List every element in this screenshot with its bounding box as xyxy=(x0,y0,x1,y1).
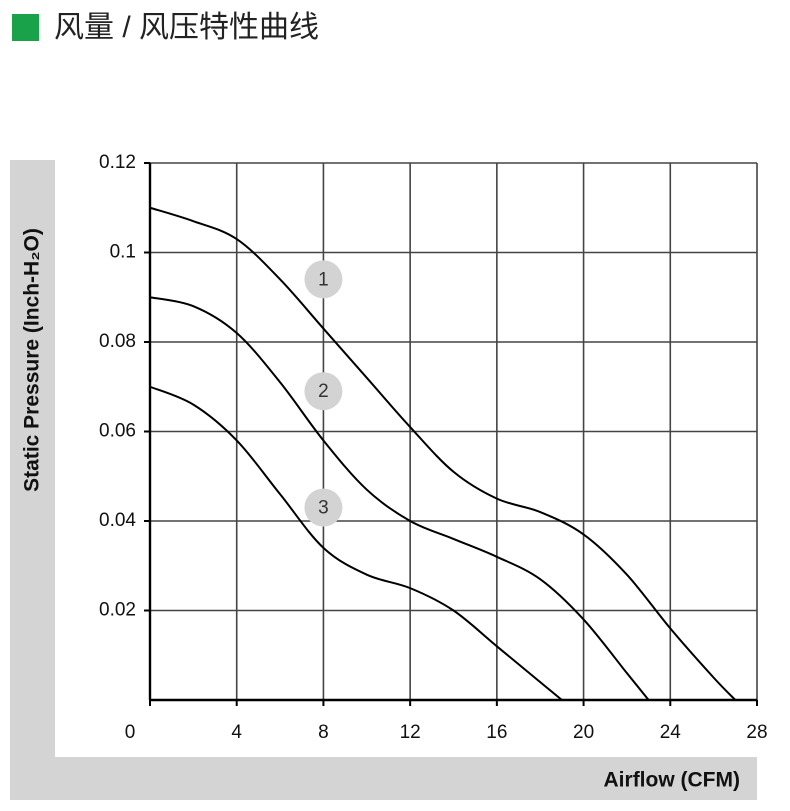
y-tick-label: 0.06 xyxy=(99,421,136,442)
y-tick-label: 0.12 xyxy=(99,152,136,173)
x-tick-label: 0 xyxy=(125,722,136,743)
y-tick-label: 0.1 xyxy=(110,242,136,263)
annotation-label: 3 xyxy=(318,498,329,519)
x-tick-label: 28 xyxy=(746,722,767,743)
x-tick-label: 12 xyxy=(400,722,421,743)
y-tick-label: 0.02 xyxy=(99,600,136,621)
curve xyxy=(149,385,563,701)
annotation-badge xyxy=(304,488,343,527)
annotation-badge xyxy=(304,372,343,411)
x-tick-label: 24 xyxy=(660,722,682,743)
curve xyxy=(149,296,650,701)
chart-title: 风量 / 风压特性曲线 xyxy=(54,11,319,44)
x-tick-label: 20 xyxy=(573,722,594,743)
annotation-badge xyxy=(304,260,343,299)
y-tick-label: 0.08 xyxy=(99,331,136,352)
annotation-label: 1 xyxy=(318,269,329,290)
y-tick-label: 0.04 xyxy=(99,510,136,531)
x-axis-label: Airflow (CFM) xyxy=(604,769,740,792)
x-tick-label: 16 xyxy=(486,722,507,743)
annotation-label: 2 xyxy=(318,381,329,402)
x-tick-label: 4 xyxy=(231,722,242,743)
y-axis-label: Static Pressure (Inch-H₂O) xyxy=(21,228,44,492)
x-tick-label: 8 xyxy=(318,722,329,743)
title-marker xyxy=(12,14,39,41)
curve xyxy=(149,206,737,701)
